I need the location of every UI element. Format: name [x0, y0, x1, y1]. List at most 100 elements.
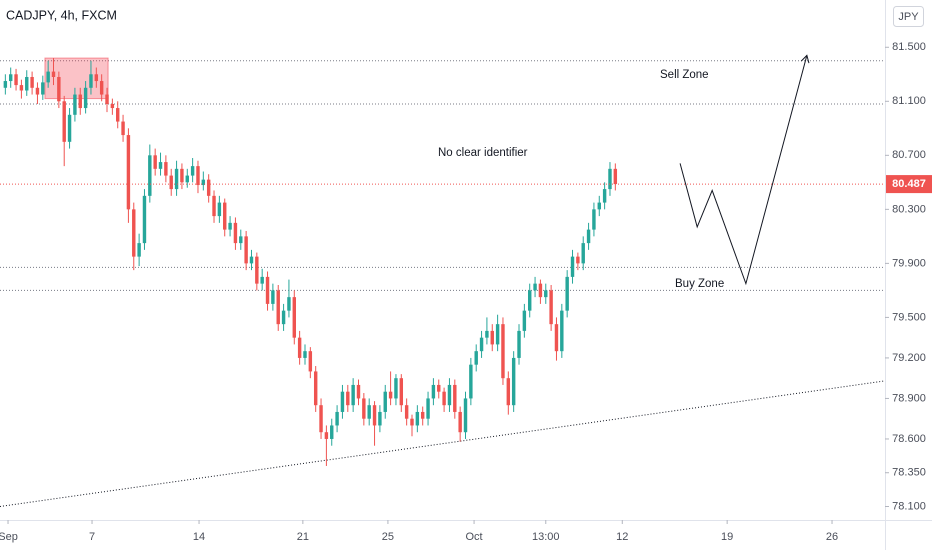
candle-body [46, 71, 50, 83]
candle-body [560, 310, 564, 352]
annotation: No clear identifier [438, 147, 528, 159]
candle-body [362, 398, 366, 419]
candle-body [201, 179, 206, 186]
x-tick-label: 21 [297, 531, 309, 543]
candle-body [426, 398, 430, 419]
candle-body [511, 357, 516, 406]
annotation: Sell Zone [660, 69, 709, 81]
candle-body [126, 135, 131, 210]
candle-body [340, 391, 345, 412]
trendline [0, 380, 886, 507]
candle-body [260, 276, 264, 284]
candle-body [522, 310, 527, 331]
last-price-label: 80.487 [892, 178, 926, 190]
candle-body [190, 166, 195, 176]
candle-body [528, 290, 532, 311]
candle-body [276, 290, 280, 325]
candle-body [330, 425, 334, 439]
candle-body [463, 398, 468, 433]
candle-body [458, 411, 462, 433]
symbol-title: CADJPY, 4h, FXCM [6, 8, 117, 22]
x-tick-label: 19 [721, 531, 733, 543]
candle-body [281, 310, 286, 325]
candle-body [196, 166, 200, 186]
candle-body [62, 101, 66, 142]
candle-body [597, 202, 601, 210]
y-tick-label: 79.900 [892, 257, 926, 269]
candle-body [576, 256, 580, 264]
candle-body [73, 94, 77, 115]
y-tick-label: 79.500 [892, 311, 926, 323]
candle-body [346, 391, 350, 406]
candle-body [244, 236, 248, 264]
x-tick-label: Sep [0, 531, 18, 543]
candle-body [180, 168, 184, 183]
candle-body [586, 229, 591, 244]
candle-body [233, 222, 238, 244]
candle-body [297, 337, 302, 358]
candle-body [372, 405, 377, 426]
x-tick-label: 14 [193, 531, 205, 543]
projection-path [679, 54, 810, 286]
y-tick-label: 81.500 [892, 41, 926, 53]
candle-body [158, 162, 163, 169]
candle-body [581, 243, 585, 264]
currency-label[interactable]: JPY [898, 11, 919, 23]
y-tick-label: 78.100 [892, 500, 926, 512]
candle-body [613, 168, 618, 185]
candle-body [501, 324, 505, 379]
candle-body [78, 94, 82, 109]
candle-body [223, 202, 227, 230]
candle-body [592, 209, 596, 230]
candle-body [25, 76, 29, 91]
candle-body [356, 384, 361, 399]
candle-body [399, 378, 404, 406]
candle-body [41, 82, 45, 95]
candle-body [485, 330, 489, 338]
candle-body [142, 195, 147, 244]
y-tick-label: 78.350 [892, 467, 926, 479]
candle-body [89, 74, 93, 88]
candle-body [453, 384, 457, 412]
candle-body [313, 371, 318, 406]
candle-body [271, 290, 275, 304]
candle-body [148, 155, 152, 196]
candle-body [420, 411, 425, 419]
candle-body [3, 81, 8, 88]
candle-body [292, 297, 296, 338]
candle-body [506, 378, 511, 406]
candle-body [99, 81, 104, 95]
candle-body [228, 222, 232, 230]
candle-body [121, 121, 125, 136]
candle-body [608, 168, 612, 190]
candle-body [378, 411, 382, 426]
candle-body [132, 209, 136, 257]
candle-body [394, 378, 398, 399]
currency-button[interactable] [893, 6, 924, 27]
candle-body [153, 155, 157, 169]
x-tick-label: Oct [466, 531, 483, 543]
candle-body [383, 391, 387, 412]
annotation: Buy Zone [675, 278, 724, 290]
candle-body [447, 384, 452, 406]
candle-body [110, 104, 115, 109]
candle-body [533, 283, 537, 291]
candle-body [206, 179, 211, 196]
candle-body [367, 405, 371, 419]
candle-body [174, 168, 179, 190]
candle-body [554, 324, 559, 352]
candle-body [490, 330, 494, 345]
last-price-tag [886, 175, 932, 194]
candle-body [94, 74, 99, 82]
candle-body [495, 324, 500, 345]
y-tick-label: 78.900 [892, 392, 926, 404]
candle-body [410, 418, 414, 426]
candle-body [303, 351, 307, 358]
candle-body [164, 162, 168, 176]
candle-body [602, 189, 607, 203]
y-tick-label: 79.200 [892, 352, 926, 364]
candle-body [319, 405, 323, 433]
candle-body [51, 71, 56, 77]
candle-body [185, 175, 189, 183]
